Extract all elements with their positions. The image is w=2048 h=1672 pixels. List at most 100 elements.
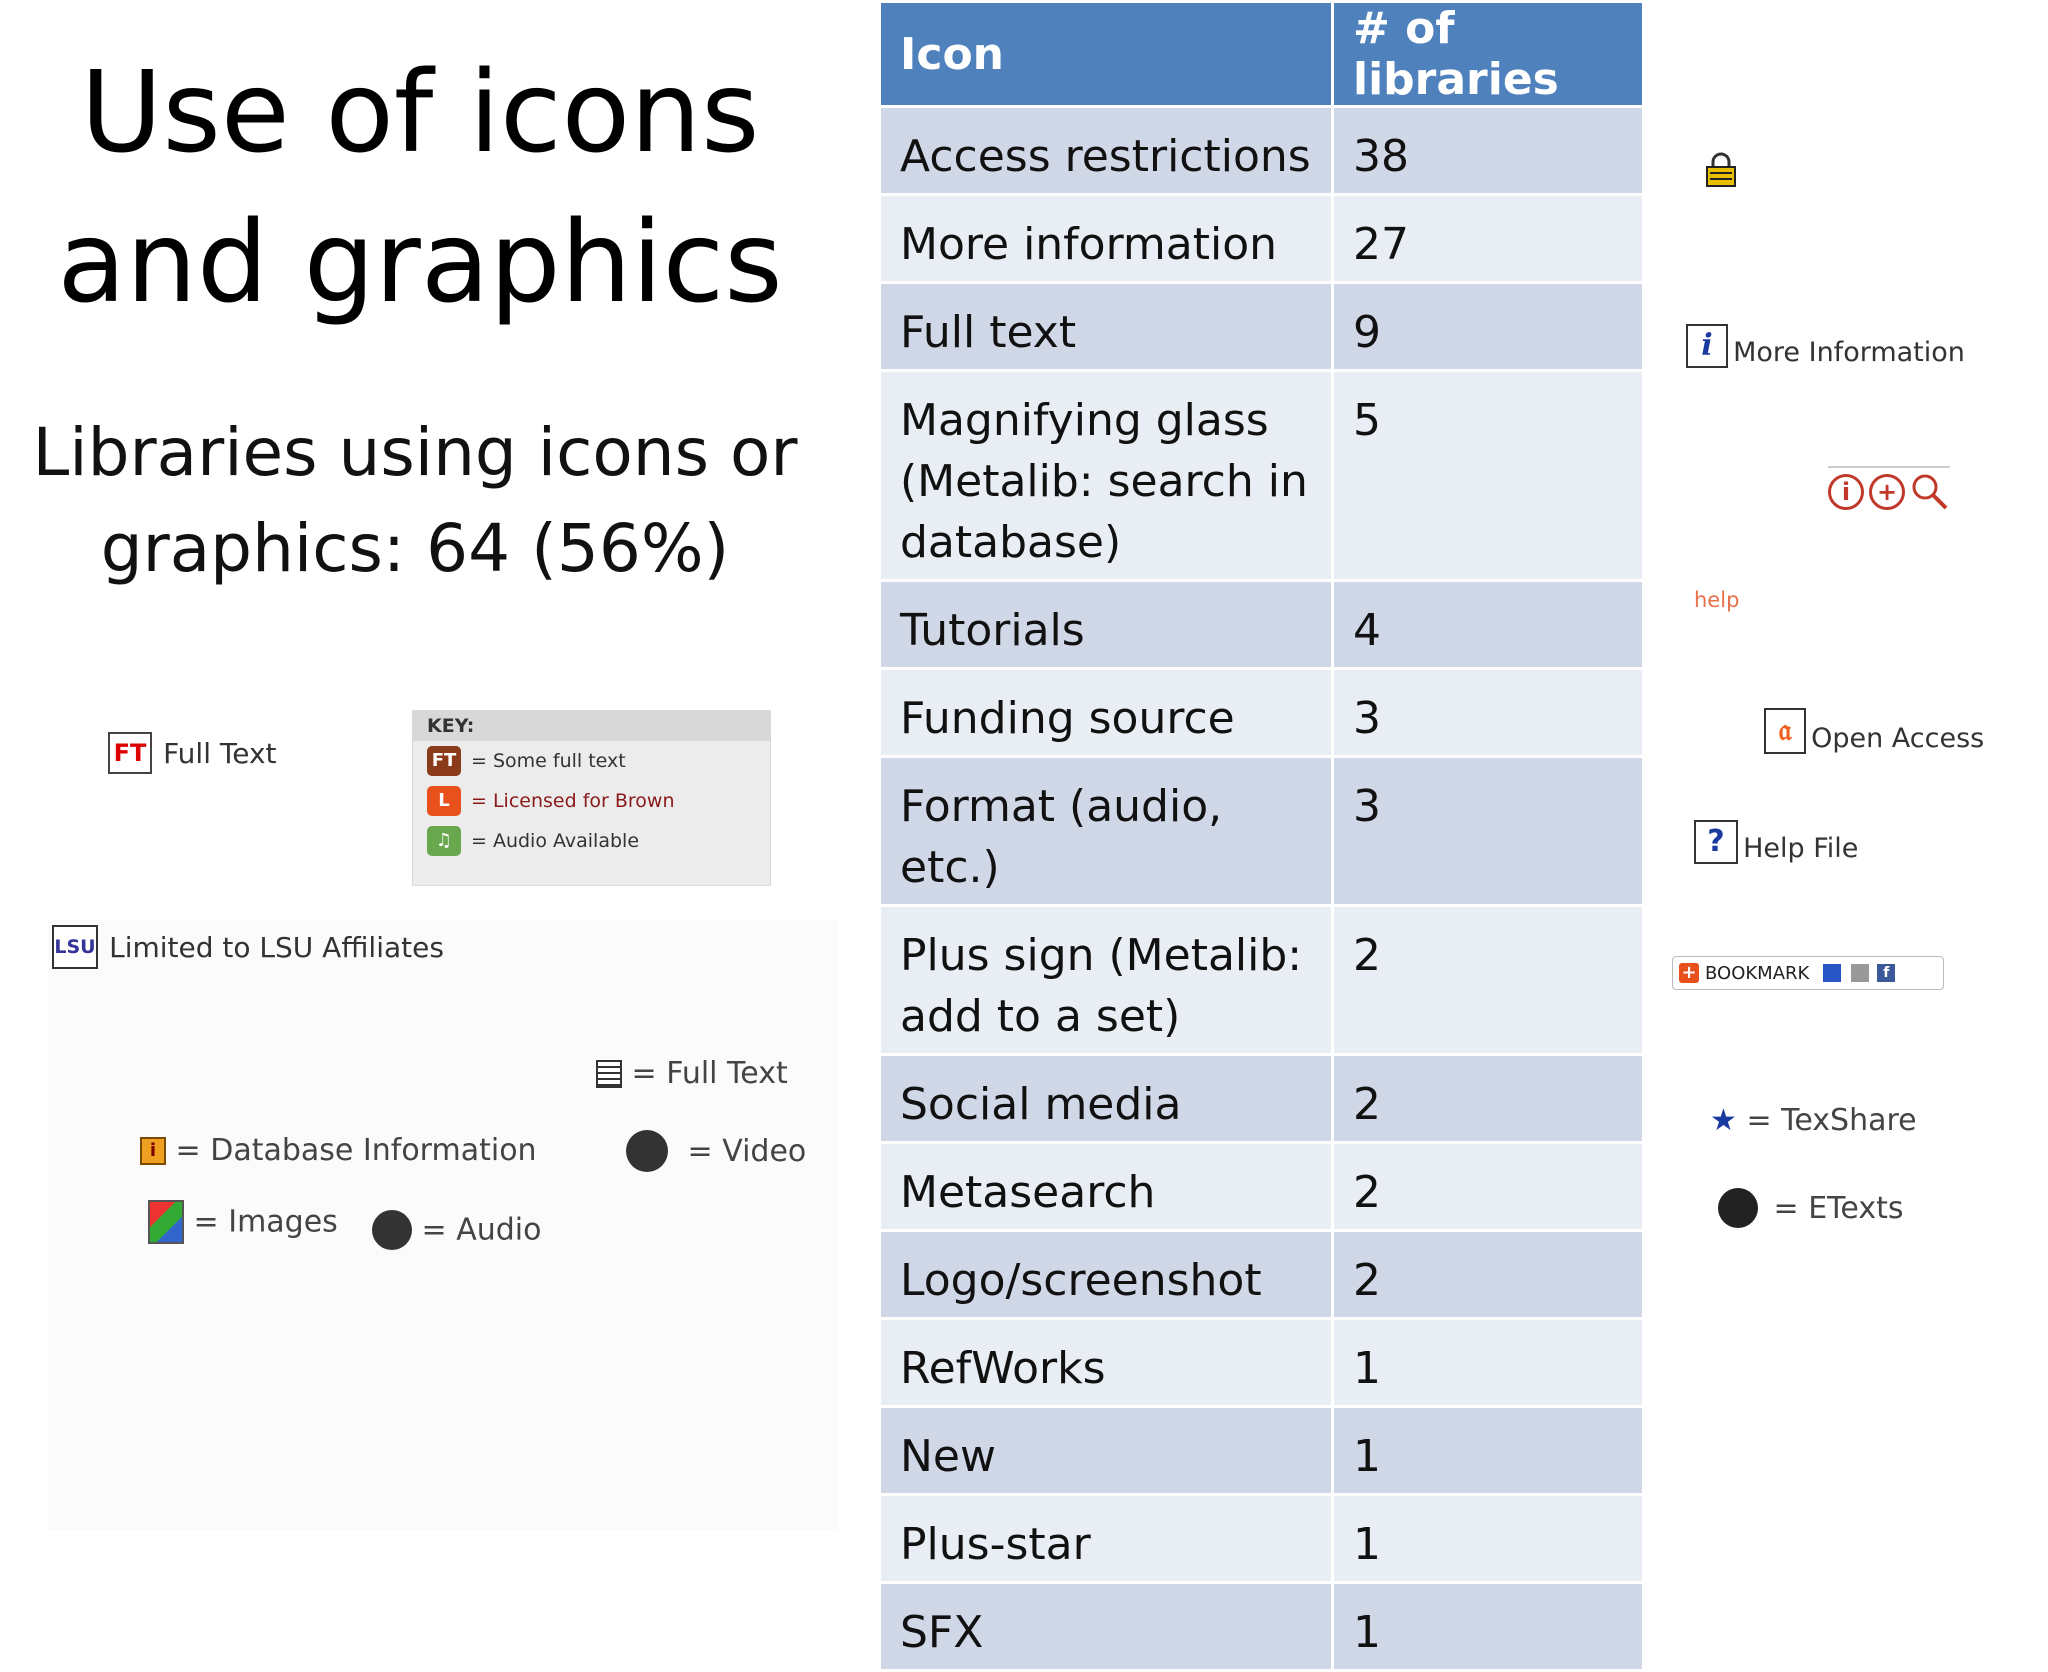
count-cell: 1 xyxy=(1331,1405,1645,1496)
images-example: = Images xyxy=(148,1200,338,1244)
key-label: = Audio Available xyxy=(471,830,640,852)
more-info-example: i More Information xyxy=(1686,324,1965,368)
table-row: Magnifying glass (Metalib: search in dat… xyxy=(878,369,1645,582)
images-label: = Images xyxy=(193,1204,338,1240)
magnifying-glass-icon xyxy=(1912,474,1948,510)
count-cell: 38 xyxy=(1331,105,1645,196)
count-cell: 2 xyxy=(1331,904,1645,1056)
table-row: Logo/screenshot 2 xyxy=(878,1229,1645,1320)
table-row: Full text 9 xyxy=(878,281,1645,372)
addthis-plus-icon: + xyxy=(1679,963,1699,983)
ft-example: FT Full Text xyxy=(108,732,277,774)
icon-cell: Full text xyxy=(878,281,1334,372)
count-cell: 2 xyxy=(1331,1141,1645,1232)
key-label: = Some full text xyxy=(471,750,626,772)
lsu-restriction-icon: LSU xyxy=(52,925,98,969)
info-circle-icon: i xyxy=(1828,474,1864,510)
more-info-label: More Information xyxy=(1733,337,1965,368)
help-link: help xyxy=(1694,588,1740,612)
open-access-label: Open Access xyxy=(1811,723,1985,754)
facebook-icon: f xyxy=(1877,964,1896,982)
slide-subtitle: Libraries using icons or graphics: 64 (5… xyxy=(32,414,798,587)
video-camera-icon xyxy=(626,1130,668,1172)
full-text-badge-icon: FT xyxy=(427,746,461,776)
plus-circle-icon: + xyxy=(1869,474,1906,510)
icon-cell: Plus sign (Metalib: add to a set) xyxy=(878,904,1334,1056)
key-row: ♫ = Audio Available xyxy=(413,821,770,861)
count-cell: 1 xyxy=(1331,1493,1645,1584)
icon-cell: Logo/screenshot xyxy=(878,1229,1334,1320)
count-cell: 1 xyxy=(1331,1317,1645,1408)
icon-cell: Funding source xyxy=(878,667,1334,758)
bookmark-widget[interactable]: + BOOKMARK f xyxy=(1672,956,1944,990)
table-row: RefWorks 1 xyxy=(878,1317,1645,1408)
etext-circle-icon xyxy=(1718,1188,1758,1228)
help-file-label: Help File xyxy=(1743,833,1859,864)
lock-example xyxy=(1704,152,1738,192)
digg-icon xyxy=(1851,964,1870,982)
count-cell: 2 xyxy=(1331,1053,1645,1144)
fulltext-example: = Full Text xyxy=(596,1055,788,1091)
key-label: = Licensed for Brown xyxy=(471,790,675,812)
texshare-label: = TexShare xyxy=(1746,1103,1917,1138)
padlock-icon xyxy=(1706,152,1736,187)
key-legend: KEY: FT = Some full text L = Licensed fo… xyxy=(412,710,771,886)
table-header-row: Icon # of libraries xyxy=(878,0,1645,108)
texshare-example: ★ = TexShare xyxy=(1710,1102,1917,1138)
icon-cell: RefWorks xyxy=(878,1317,1334,1408)
count-cell: 3 xyxy=(1331,755,1645,907)
icon-cell: More information xyxy=(878,193,1334,284)
video-example: = Video xyxy=(626,1130,806,1172)
table-row: Plus sign (Metalib: add to a set) 2 xyxy=(878,904,1645,1056)
info-square-icon: i xyxy=(140,1136,166,1165)
open-access-icon: 𝔞 xyxy=(1764,708,1806,754)
key-row: FT = Some full text xyxy=(413,741,770,781)
help-question-icon: ? xyxy=(1694,820,1738,864)
table-row: Funding source 3 xyxy=(878,667,1645,758)
count-cell: 4 xyxy=(1331,579,1645,670)
star-icon: ★ xyxy=(1710,1103,1737,1138)
dbinfo-label: = Database Information xyxy=(175,1133,537,1168)
icon-cell: Plus-star xyxy=(878,1493,1334,1584)
table-row: SFX 1 xyxy=(878,1581,1645,1672)
audio-label: = Audio xyxy=(421,1212,542,1248)
slide-title: Use of icons and graphics xyxy=(57,48,783,328)
table-row: Access restrictions 38 xyxy=(878,105,1645,196)
full-text-icon: FT xyxy=(108,732,152,774)
icon-usage-table: Icon # of libraries Access restrictions 3… xyxy=(878,0,1645,1672)
icon-cell: New xyxy=(878,1405,1334,1496)
key-title: KEY: xyxy=(413,711,770,741)
count-cell: 27 xyxy=(1331,193,1645,284)
ft-label: Full Text xyxy=(163,736,277,770)
licensed-badge-icon: L xyxy=(427,786,461,816)
table-row: Tutorials 4 xyxy=(878,579,1645,670)
column-header-icon: Icon xyxy=(878,0,1334,108)
count-cell: 9 xyxy=(1331,281,1645,372)
audio-example: = Audio xyxy=(372,1210,542,1250)
lsu-example: LSU Limited to LSU Affiliates xyxy=(52,925,444,969)
icon-cell: Format (audio, etc.) xyxy=(878,755,1334,907)
table-row: More information 27 xyxy=(878,193,1645,284)
headphones-icon xyxy=(372,1210,412,1250)
fulltext-label: = Full Text xyxy=(631,1056,788,1091)
icon-cell: Social media xyxy=(878,1053,1334,1144)
dbinfo-example: i = Database Information xyxy=(140,1132,537,1168)
count-cell: 1 xyxy=(1331,1581,1645,1672)
lsu-label: Limited to LSU Affiliates xyxy=(109,930,444,964)
count-cell: 2 xyxy=(1331,1229,1645,1320)
image-file-icon xyxy=(148,1200,184,1244)
key-row: L = Licensed for Brown xyxy=(413,781,770,821)
icon-cell: Tutorials xyxy=(878,579,1334,670)
table-row: Plus-star 1 xyxy=(878,1493,1645,1584)
table-row: Format (audio, etc.) 3 xyxy=(878,755,1645,907)
open-access-example: 𝔞 Open Access xyxy=(1764,708,1984,754)
count-cell: 5 xyxy=(1331,369,1645,582)
etexts-example: = ETexts xyxy=(1718,1188,1903,1228)
icon-cell: Metasearch xyxy=(878,1141,1334,1232)
info-icon: i xyxy=(1686,324,1728,368)
video-label: = Video xyxy=(687,1133,807,1169)
document-icon xyxy=(596,1059,622,1088)
count-cell: 3 xyxy=(1331,667,1645,758)
bookmark-label: BOOKMARK xyxy=(1705,962,1810,984)
icon-cell: SFX xyxy=(878,1581,1334,1672)
